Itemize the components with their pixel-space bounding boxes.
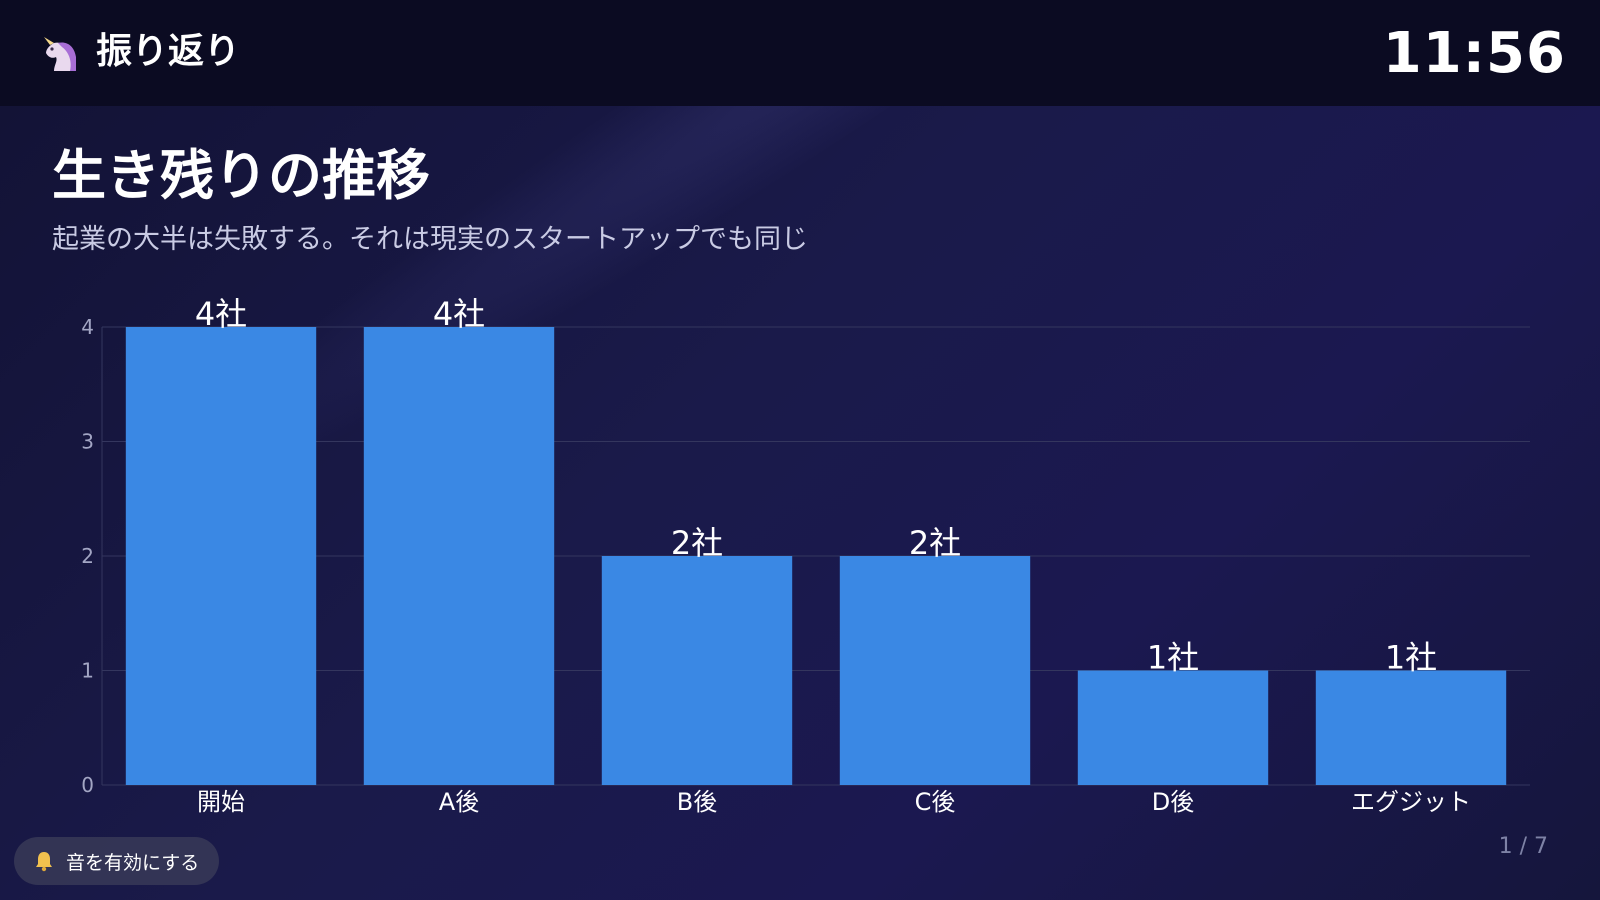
y-tick-label: 2	[81, 544, 94, 568]
bar	[839, 556, 1031, 785]
bar-value-label: 2社	[671, 524, 723, 562]
top-bar: 振り返り 11:56	[0, 0, 1600, 106]
page-title: 生き残りの推移	[52, 144, 430, 207]
x-category-label: B後	[677, 788, 717, 816]
x-category-label: D後	[1152, 788, 1194, 816]
x-category-label: 開始	[197, 788, 245, 816]
bar-value-label: 4社	[195, 295, 247, 333]
bar	[1315, 670, 1507, 785]
x-category-label: C後	[915, 788, 956, 816]
bar-value-label: 2社	[909, 524, 961, 562]
enable-sound-button[interactable]: 音を有効にする	[14, 837, 220, 885]
bar	[125, 327, 317, 785]
enable-sound-label: 音を有効にする	[66, 851, 200, 874]
page-indicator: 1 / 7	[1498, 834, 1548, 859]
y-tick-label: 4	[81, 315, 94, 339]
app-title: 振り返り	[96, 31, 241, 72]
x-category-label: A後	[439, 788, 479, 816]
y-tick-label: 3	[81, 430, 94, 454]
unicorn-icon	[44, 37, 76, 71]
bar-value-label: 4社	[433, 295, 485, 333]
clock: 11:56	[1382, 21, 1566, 86]
bar	[363, 327, 555, 785]
bell-icon	[36, 852, 52, 872]
y-tick-label: 1	[81, 659, 94, 683]
bar	[601, 556, 793, 785]
x-category-label: エグジット	[1351, 788, 1471, 816]
bar-value-label: 1社	[1147, 639, 1199, 677]
page-subtitle: 起業の大半は失敗する。それは現実のスタートアップでも同じ	[52, 224, 808, 255]
y-tick-label: 0	[81, 773, 94, 797]
bar	[1077, 670, 1269, 785]
bar-value-label: 1社	[1385, 639, 1437, 677]
